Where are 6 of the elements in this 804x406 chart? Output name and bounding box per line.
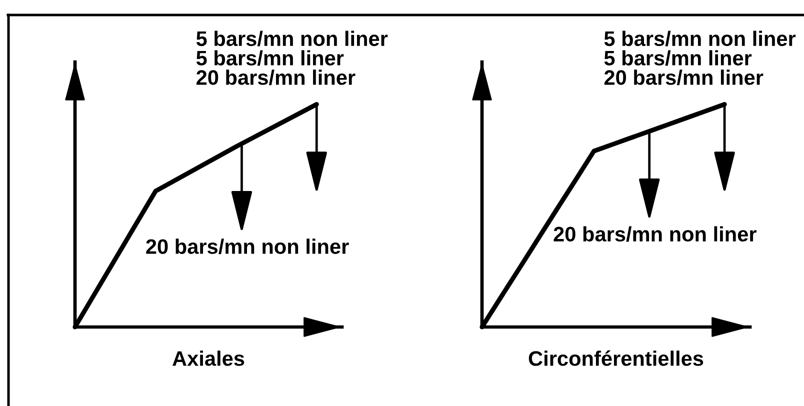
text: 5 bars/mn non liner 5 bars/mn liner 20 bars/mn liner bbox=[196, 30, 388, 86]
x-axis-title: Axiales bbox=[172, 350, 244, 366]
text: 5 bars/mn non liner 5 bars/mn liner 20 bars/mn liner bbox=[604, 30, 796, 86]
x-axis-title: Circonférentielles bbox=[528, 350, 704, 366]
annotation: 20 bars/mn non liner bbox=[554, 226, 756, 242]
annotation: 20 bars/mn non liner bbox=[146, 238, 349, 254]
